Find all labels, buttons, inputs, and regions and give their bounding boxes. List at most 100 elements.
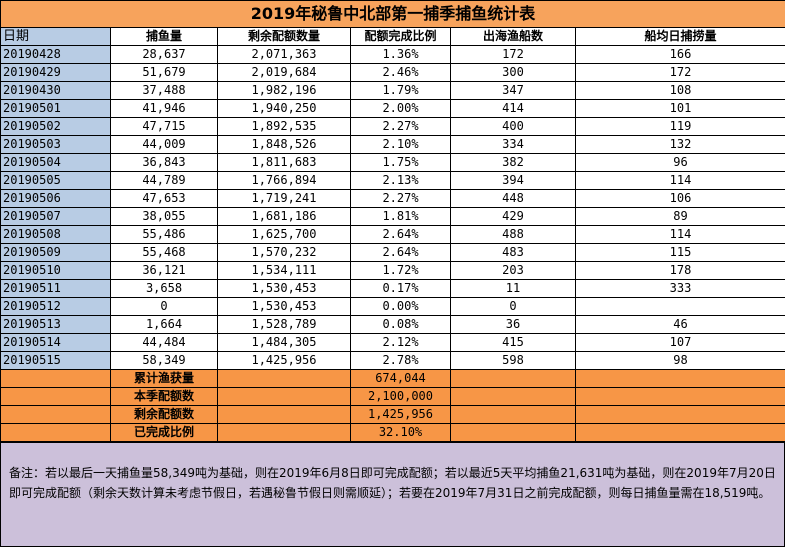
value-cell: 38,055 [110, 207, 218, 226]
date-cell: 20190501 [0, 99, 111, 118]
data-row: 20190513 1,664 1,528,789 0.08% 36 46 [0, 315, 785, 334]
data-row: 20190502 47,715 1,892,535 2.27% 400 119 [0, 117, 785, 136]
value-cell: 347 [450, 81, 576, 100]
date-cell: 20190512 [0, 297, 111, 316]
value-cell: 28,637 [110, 45, 218, 64]
blank-cell [217, 423, 351, 442]
value-cell: 44,484 [110, 333, 218, 352]
value-cell: 2.13% [350, 171, 451, 190]
date-cell: 20190513 [0, 315, 111, 334]
value-cell: 1,534,111 [217, 261, 351, 280]
value-cell: 448 [450, 189, 576, 208]
value-cell: 2.64% [350, 243, 451, 262]
value-cell: 11 [450, 279, 576, 298]
blank-cell [450, 423, 576, 442]
value-cell: 1,940,250 [217, 99, 351, 118]
summary-row: 已完成比例 32.10% [0, 423, 785, 442]
column-header: 出海渔船数 [450, 27, 576, 46]
summary-row: 剩余配额数 1,425,956 [0, 405, 785, 424]
date-cell: 20190506 [0, 189, 111, 208]
date-cell: 20190430 [0, 81, 111, 100]
value-cell: 107 [574, 333, 785, 352]
value-cell: 1,681,186 [217, 207, 351, 226]
column-header: 剩余配额数量 [217, 27, 351, 46]
value-cell: 166 [574, 45, 785, 64]
date-cell: 20190507 [0, 207, 111, 226]
value-cell: 2,019,684 [217, 63, 351, 82]
value-cell: 1,811,683 [217, 153, 351, 172]
value-cell: 598 [450, 351, 576, 370]
data-row: 20190510 36,121 1,534,111 1.72% 203 178 [0, 261, 785, 280]
value-cell: 172 [450, 45, 576, 64]
value-cell: 41,946 [110, 99, 218, 118]
value-cell: 0.08% [350, 315, 451, 334]
value-cell: 2.12% [350, 333, 451, 352]
value-cell: 1,528,789 [217, 315, 351, 334]
value-cell: 58,349 [110, 351, 218, 370]
summary-label: 累计渔获量 [110, 369, 218, 388]
value-cell: 1,625,700 [217, 225, 351, 244]
value-cell: 1,530,453 [217, 279, 351, 298]
value-cell: 334 [450, 135, 576, 154]
date-cell: 20190508 [0, 225, 111, 244]
value-cell: 47,715 [110, 117, 218, 136]
date-cell: 20190428 [0, 45, 111, 64]
header-row: 日期 捕鱼量 剩余配额数量 配额完成比例 出海渔船数 船均日捕捞量 [0, 27, 785, 46]
value-cell: 0.17% [350, 279, 451, 298]
summary-value: 32.10% [350, 423, 451, 442]
blank-cell [450, 387, 576, 406]
blank-cell [574, 405, 785, 424]
value-cell: 3,658 [110, 279, 218, 298]
value-cell: 37,488 [110, 81, 218, 100]
value-cell: 1,719,241 [217, 189, 351, 208]
value-cell: 333 [574, 279, 785, 298]
blank-cell [574, 423, 785, 442]
value-cell: 1,848,526 [217, 135, 351, 154]
table-title: 2019年秘鲁中北部第一捕季捕鱼统计表 [0, 0, 785, 28]
value-cell: 172 [574, 63, 785, 82]
value-cell: 2.64% [350, 225, 451, 244]
value-cell: 36,843 [110, 153, 218, 172]
data-row: 20190505 44,789 1,766,894 2.13% 394 114 [0, 171, 785, 190]
date-cell: 20190510 [0, 261, 111, 280]
data-row: 20190515 58,349 1,425,956 2.78% 598 98 [0, 351, 785, 370]
data-row: 20190512 0 1,530,453 0.00% 0 [0, 297, 785, 316]
value-cell: 1,484,305 [217, 333, 351, 352]
value-cell: 2,071,363 [217, 45, 351, 64]
value-cell: 414 [450, 99, 576, 118]
value-cell: 98 [574, 351, 785, 370]
value-cell: 1,892,535 [217, 117, 351, 136]
data-row: 20190514 44,484 1,484,305 2.12% 415 107 [0, 333, 785, 352]
summary-label: 剩余配额数 [110, 405, 218, 424]
date-cell: 20190515 [0, 351, 111, 370]
value-cell: 1.75% [350, 153, 451, 172]
value-cell: 429 [450, 207, 576, 226]
value-cell: 119 [574, 117, 785, 136]
value-cell: 1,530,453 [217, 297, 351, 316]
summary-row: 本季配额数 2,100,000 [0, 387, 785, 406]
summary-value: 2,100,000 [350, 387, 451, 406]
summary-label: 已完成比例 [110, 423, 218, 442]
value-cell: 106 [574, 189, 785, 208]
value-cell: 2.27% [350, 117, 451, 136]
value-cell: 203 [450, 261, 576, 280]
value-cell: 488 [450, 225, 576, 244]
data-row: 20190429 51,679 2,019,684 2.46% 300 172 [0, 63, 785, 82]
value-cell: 36,121 [110, 261, 218, 280]
data-row: 20190430 37,488 1,982,196 1.79% 347 108 [0, 81, 785, 100]
blank-cell [450, 405, 576, 424]
column-header: 配额完成比例 [350, 27, 451, 46]
value-cell: 2.27% [350, 189, 451, 208]
value-cell: 1,766,894 [217, 171, 351, 190]
value-cell: 178 [574, 261, 785, 280]
data-row: 20190428 28,637 2,071,363 1.36% 172 166 [0, 45, 785, 64]
value-cell: 101 [574, 99, 785, 118]
value-cell: 36 [450, 315, 576, 334]
data-row: 20190508 55,486 1,625,700 2.64% 488 114 [0, 225, 785, 244]
date-cell: 20190503 [0, 135, 111, 154]
value-cell: 394 [450, 171, 576, 190]
blank-cell [574, 369, 785, 388]
value-cell: 46 [574, 315, 785, 334]
value-cell: 44,789 [110, 171, 218, 190]
